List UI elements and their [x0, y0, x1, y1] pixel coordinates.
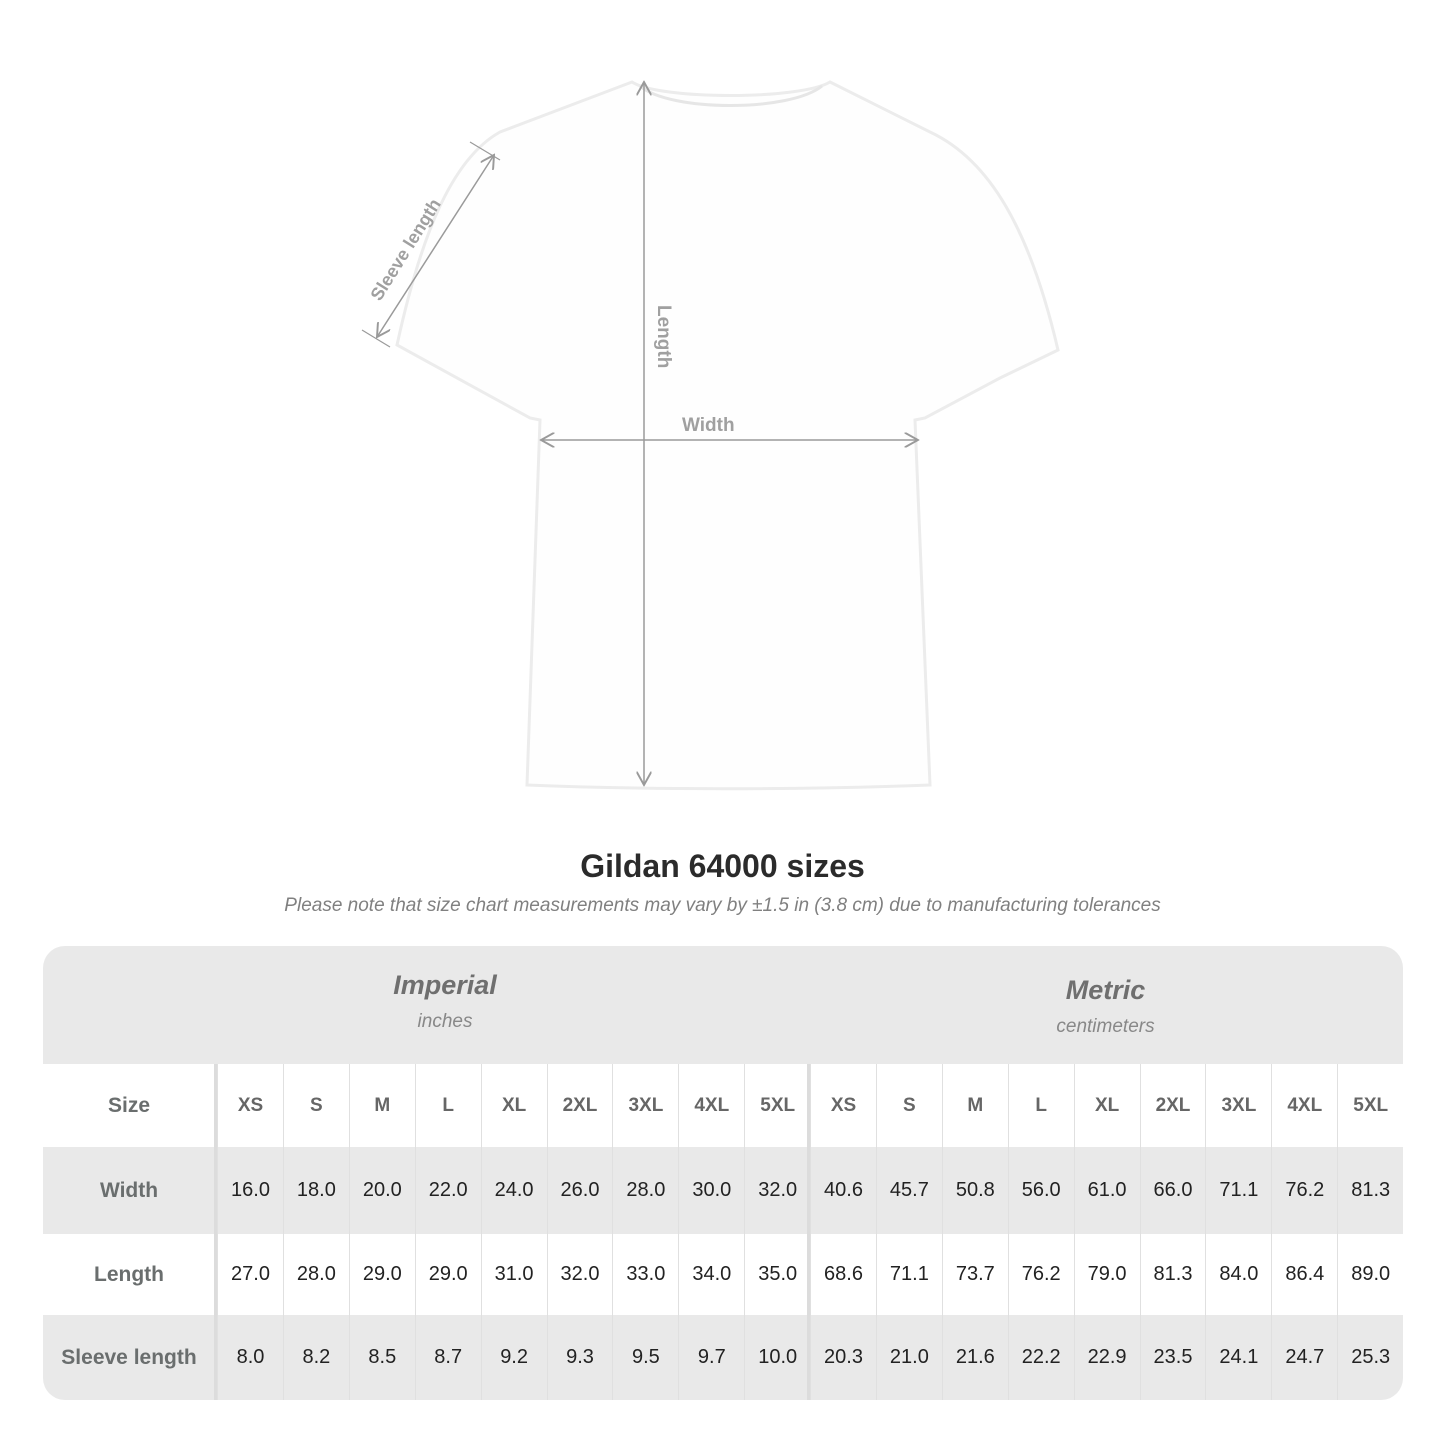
- table-cell: 8.2: [282, 1315, 349, 1400]
- table-cell: 71.1: [1205, 1147, 1271, 1234]
- table-cell: 84.0: [1205, 1234, 1271, 1315]
- table-cell: 20.0: [348, 1147, 415, 1234]
- table-cell: 3XL: [1205, 1064, 1271, 1147]
- row-label: Width: [99, 1178, 159, 1202]
- table-cell: 18.0: [282, 1147, 349, 1234]
- table-cell: 9.3: [546, 1315, 613, 1400]
- table-cell: 3XL: [612, 1064, 678, 1147]
- table-cell: 73.7: [941, 1234, 1008, 1315]
- table-cell: 2XL: [546, 1064, 613, 1147]
- table-cell: XL: [480, 1064, 547, 1147]
- row-label: Size: [107, 1093, 151, 1117]
- table-cell: 40.6: [810, 1147, 876, 1234]
- size-table: Imperial inches Metric centimeters Size X…: [43, 946, 1403, 1400]
- tshirt-diagram: Sleeve length Length Width: [361, 80, 1060, 791]
- table-cell: 9.7: [678, 1315, 744, 1400]
- table-cell: 8.0: [217, 1315, 283, 1400]
- table-cell: M: [941, 1064, 1008, 1147]
- page-title: Gildan 64000 sizes: [580, 848, 865, 884]
- table-cell: 8.7: [414, 1315, 481, 1400]
- metric-title: Metric: [1065, 975, 1146, 1005]
- unit-separator: [807, 1064, 810, 1400]
- table-cell: L: [1007, 1064, 1074, 1147]
- metric-unit: centimeters: [1056, 1016, 1155, 1037]
- table-cell: 76.2: [1007, 1234, 1074, 1315]
- table-cell: 71.1: [875, 1234, 942, 1315]
- table-cell: 8.5: [348, 1315, 415, 1400]
- table-cell: 27.0: [217, 1234, 283, 1315]
- table-row: Width 16.0 18.0 20.0 22.0 24.0 26.0 28.0 30.0 32.…: [43, 1147, 1403, 1234]
- table-cell: XL: [1073, 1064, 1140, 1147]
- table-cell: 81.3: [1337, 1147, 1403, 1234]
- label-separator: [214, 1064, 217, 1400]
- table-cell: XS: [217, 1064, 283, 1147]
- table-cell: 30.0: [678, 1147, 744, 1234]
- table-cell: 61.0: [1073, 1147, 1140, 1234]
- table-cell: 89.0: [1337, 1234, 1403, 1315]
- table-cell: 56.0: [1007, 1147, 1074, 1234]
- table-cell: S: [875, 1064, 942, 1147]
- table-cell: 25.3: [1337, 1315, 1403, 1400]
- table-cell: 29.0: [348, 1234, 415, 1315]
- sleeve-measure-line: [377, 155, 494, 337]
- table-cell: 22.2: [1007, 1315, 1074, 1400]
- length-label: Length: [653, 305, 674, 368]
- table-cell: 4XL: [678, 1064, 744, 1147]
- table-cell: 2XL: [1139, 1064, 1206, 1147]
- table-cell: 66.0: [1139, 1147, 1206, 1234]
- table-cell: 4XL: [1271, 1064, 1337, 1147]
- table-cell: 76.2: [1271, 1147, 1337, 1234]
- table-cell: 32.0: [744, 1147, 810, 1234]
- size-header-row: Size XS S M L XL 2XL 3XL 4XL 5XL XS S M L XL 2XL 3XL 4XL 5…: [43, 1064, 1403, 1147]
- table-cell: 21.0: [875, 1315, 942, 1400]
- table-cell: 68.6: [810, 1234, 876, 1315]
- imperial-title: Imperial: [393, 970, 497, 1000]
- table-cell: 9.2: [480, 1315, 547, 1400]
- table-cell: 29.0: [414, 1234, 481, 1315]
- table-cell: 86.4: [1271, 1234, 1337, 1315]
- table-cell: M: [348, 1064, 415, 1147]
- table-cell: 22.0: [414, 1147, 481, 1234]
- row-label: Sleeve length: [61, 1345, 197, 1369]
- table-cell: 24.0: [480, 1147, 547, 1234]
- table-cell: 28.0: [282, 1234, 349, 1315]
- table-cell: 9.5: [612, 1315, 678, 1400]
- table-cell: 45.7: [875, 1147, 942, 1234]
- imperial-header: Imperial inches: [215, 970, 675, 1033]
- table-cell: 5XL: [1337, 1064, 1403, 1147]
- table-cell: 22.9: [1073, 1315, 1140, 1400]
- table-cell: L: [414, 1064, 481, 1147]
- table-cell: 81.3: [1139, 1234, 1206, 1315]
- table-cell: 50.8: [941, 1147, 1008, 1234]
- table-cell: 32.0: [546, 1234, 613, 1315]
- table-cell: 35.0: [744, 1234, 810, 1315]
- imperial-unit: inches: [417, 1011, 473, 1032]
- table-cell: 24.1: [1205, 1315, 1271, 1400]
- row-label: Length: [94, 1262, 164, 1286]
- table-cell: S: [282, 1064, 349, 1147]
- table-cell: 24.7: [1271, 1315, 1337, 1400]
- width-label: Width: [682, 415, 735, 436]
- metric-header: Metric centimeters: [808, 975, 1403, 1038]
- unit-header: Imperial inches Metric centimeters: [43, 946, 1403, 1064]
- table-cell: 20.3: [810, 1315, 876, 1400]
- table-cell: 33.0: [612, 1234, 678, 1315]
- table-cell: 16.0: [217, 1147, 283, 1234]
- table-cell: 26.0: [546, 1147, 613, 1234]
- table-row: Length 27.0 28.0 29.0 29.0 31.0 32.0 33.0 34.0 35…: [43, 1234, 1403, 1315]
- table-cell: 34.0: [678, 1234, 744, 1315]
- table-cell: XS: [810, 1064, 876, 1147]
- tolerance-note: Please note that size chart measurements…: [284, 895, 1161, 916]
- table-cell: 10.0: [744, 1315, 810, 1400]
- table-cell: 5XL: [744, 1064, 810, 1147]
- table-cell: 79.0: [1073, 1234, 1140, 1315]
- table-row: Sleeve length 8.0 8.2 8.5 8.7 9.2 9.3 9.5 9.7 10.…: [43, 1315, 1403, 1400]
- table-cell: 31.0: [480, 1234, 547, 1315]
- table-cell: 21.6: [941, 1315, 1008, 1400]
- table-cell: 28.0: [612, 1147, 678, 1234]
- table-cell: 23.5: [1139, 1315, 1206, 1400]
